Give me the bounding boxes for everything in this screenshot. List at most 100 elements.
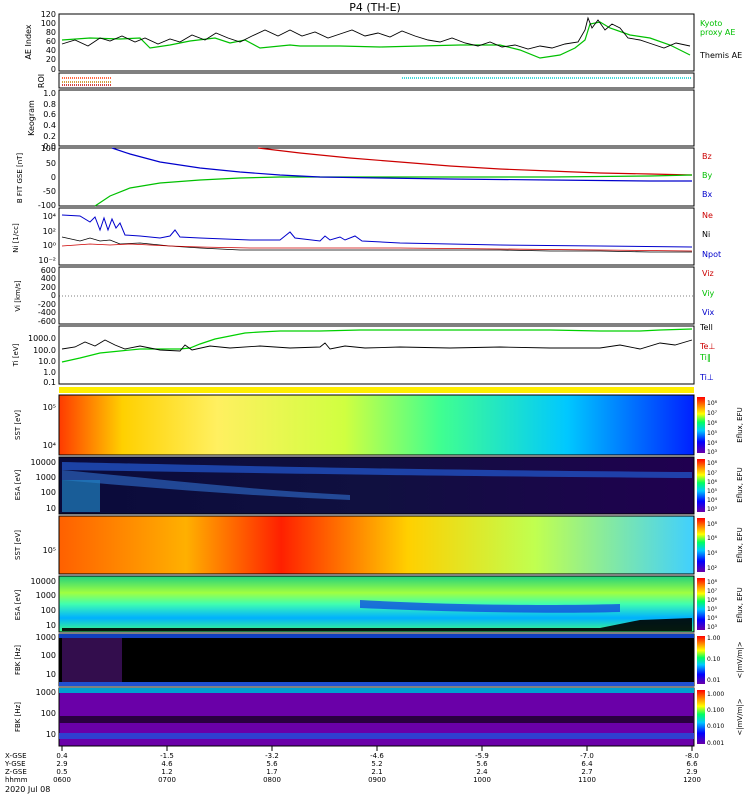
- footer-tick-label: 2.9: [56, 760, 67, 768]
- fbk1-colorbar: [697, 636, 705, 684]
- ae-tick: 60: [46, 37, 56, 46]
- density-tick: 10⁴: [43, 212, 56, 221]
- density-tick: 10⁰: [43, 241, 56, 250]
- sst1-cb-tick: 10⁷: [707, 410, 718, 417]
- sst1-ylabel: SST [eV]: [14, 410, 22, 440]
- legend-bx: Bx: [702, 190, 712, 199]
- esa2-cb-tick: 10⁴: [707, 615, 718, 622]
- plot-title: P4 (TH-E): [349, 1, 401, 14]
- ae-tick: 0: [51, 65, 56, 74]
- legend-by: By: [702, 171, 712, 180]
- velocity-ylabel: Vi [km/s]: [14, 280, 22, 311]
- footer-tick-label: 0900: [368, 776, 386, 784]
- esa2-cb-tick: 10⁸: [707, 579, 718, 586]
- velocity-tick: 400: [41, 274, 56, 283]
- esa1-cb-tick: 10⁷: [707, 470, 718, 477]
- esa-panel-1: ESA [eV] 10000 1000 100 10 Eflux, EFU 10…: [14, 456, 744, 515]
- footer-tick-label: 1.7: [266, 768, 277, 776]
- footer-tick-label: 5.2: [371, 760, 382, 768]
- density-ylabel: Ni [1/cc]: [12, 223, 20, 253]
- ae-tick: 100: [41, 19, 56, 28]
- footer-row-label: Y-GSE: [4, 760, 26, 768]
- legend-ni: Ni: [702, 230, 710, 239]
- esa1-cb-tick: 10⁴: [707, 497, 718, 504]
- sst-panel-1: SST [eV] 10⁴ 10⁵ Eflux, EFU 10⁸ 10⁷ 10⁶ …: [14, 394, 744, 456]
- esa2-cb-tick: 10⁶: [707, 597, 718, 604]
- series-ni: [61, 214, 693, 248]
- velocity-panel: Vi [km/s] 600 400 200 0 -200 -400 -600 V…: [14, 266, 715, 326]
- ae-tick: 120: [41, 10, 56, 19]
- legend-ne: Ne: [702, 211, 713, 220]
- velocity-tick: -200: [38, 300, 56, 309]
- footer-tick-label: 1200: [683, 776, 701, 784]
- esa1-tick: 10: [46, 504, 56, 513]
- density-tick: 10⁻²: [38, 256, 56, 265]
- esa2-ylabel: ESA [eV]: [14, 589, 22, 620]
- footer-tick-label: 1000: [473, 776, 491, 784]
- density-panel: Ni [1/cc] 10⁴ 10² 10⁰ 10⁻² Ne Ni Npot: [12, 207, 721, 266]
- esa2-tick: 10000: [31, 577, 56, 586]
- legend-bz: Bz: [702, 152, 712, 161]
- temp-tick: 10.0: [38, 357, 56, 366]
- sst1-cb-tick: 10⁶: [707, 420, 718, 427]
- esa2-tick: 10: [46, 621, 56, 630]
- temp-tick: 1.0: [43, 368, 56, 377]
- keogram-tick: 0.2: [43, 132, 56, 141]
- legend-proxy-ae: proxy AE: [700, 28, 735, 37]
- fbk2-cb-tick: 0.010: [707, 723, 724, 730]
- footer-tick-label: 2.1: [371, 768, 382, 776]
- fbk2-cb-label: <|mV/m|>: [736, 698, 744, 735]
- density-tick: 10²: [43, 227, 56, 236]
- footer-tick-label: -5.9: [475, 752, 489, 760]
- roi-panel: ROI: [37, 72, 695, 89]
- legend-tell: Tell: [699, 323, 713, 332]
- keogram-tick: 0.4: [43, 121, 56, 130]
- fbk2-cb-tick: 0.100: [707, 707, 724, 714]
- fbk2-cb-tick: 1.000: [707, 691, 724, 698]
- temperature-panel: Ti [eV] 1000.0 100.0 10.0 1.0 0.1 Tell T…: [12, 323, 715, 387]
- bfield-panel: B FIT GSE [nT] 100 50 0 -50 -100 Bz By B…: [16, 144, 712, 210]
- sst1-cb-tick: 10⁵: [707, 430, 718, 437]
- footer-tick-label: -7.0: [580, 752, 594, 760]
- footer-tick-label: 1.2: [161, 768, 172, 776]
- fbk1-tick: 100: [41, 651, 56, 660]
- esa1-tick: 10000: [31, 458, 56, 467]
- fbk2-tick: 100: [41, 709, 56, 718]
- sst2-cb-tick: 10⁶: [707, 535, 718, 542]
- esa1-cb-tick: 10⁸: [707, 460, 718, 467]
- esa2-cb-label: Eflux, EFU: [736, 587, 744, 622]
- sst2-tick: 10⁵: [43, 546, 56, 555]
- fbk-panel-1: FBK [Hz] 1000 100 10 <|mV/m|> 1.00 0.10 …: [14, 633, 744, 687]
- esa1-colorbar: [697, 459, 705, 512]
- esa1-cb-tick: 10³: [707, 506, 718, 513]
- fbk2-tick: 1000: [36, 688, 56, 697]
- velocity-tick: -600: [38, 317, 56, 326]
- fbk2-colorbar: [697, 690, 705, 744]
- esa2-cb-tick: 10⁷: [707, 588, 718, 595]
- footer-row-label: Z-GSE: [5, 768, 27, 776]
- time-axis-footer: X-GSE 0.4 -1.5 -3.2 -4.6 -5.9 -7.0 -8.0 Y-GSE 2.9…: [4, 746, 701, 784]
- series-bx: [111, 147, 692, 182]
- temp-tick: 1000.0: [28, 334, 56, 343]
- footer-tick-label: 2.7: [581, 768, 592, 776]
- series-bz: [257, 147, 693, 176]
- keogram-panel: Keogram 1.0 0.8 0.6 0.4 0.2 0.0: [27, 89, 695, 151]
- footer-tick-label: -3.2: [265, 752, 279, 760]
- keogram-tick: 1.0: [43, 89, 56, 98]
- footer-tick-label: 5.6: [476, 760, 488, 768]
- fbk1-cb-tick: 1.00: [707, 635, 721, 642]
- sst1-cb-tick: 10⁴: [707, 440, 718, 447]
- fbk-panel-2: FBK [Hz] 1000 100 10 <|mV/m|> 1.000 0.10…: [14, 687, 744, 747]
- esa1-ylabel: ESA [eV]: [14, 469, 22, 500]
- ae-index-panel: AE Index 120 100 80 60 40 20 0 Kyoto pro…: [24, 10, 742, 74]
- keogram-ylabel: Keogram: [27, 100, 36, 136]
- sst2-ylabel: SST [eV]: [14, 530, 22, 560]
- sst1-colorbar: [697, 397, 705, 453]
- series-by: [94, 174, 693, 207]
- velocity-tick: 600: [41, 266, 56, 275]
- fbk2-ylabel: FBK [Hz]: [14, 702, 22, 732]
- sst1-cb-tick: 10³: [707, 449, 718, 456]
- temp-tick: 100.0: [33, 346, 56, 355]
- bfield-tick: -100: [38, 201, 56, 210]
- bfield-tick: -50: [43, 187, 56, 196]
